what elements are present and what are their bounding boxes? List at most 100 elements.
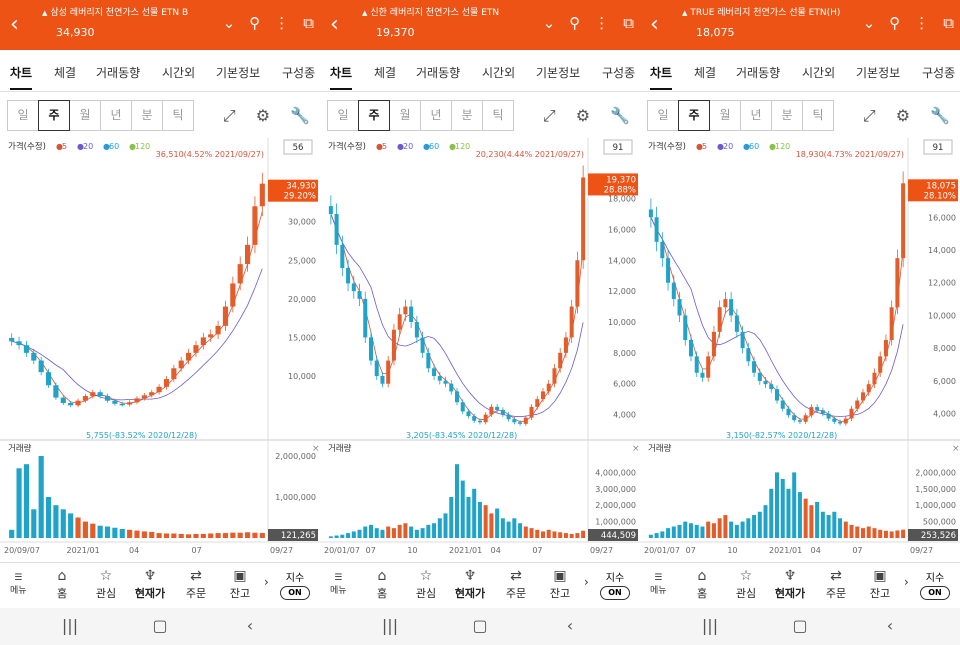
bottom-nav-item[interactable]: ⇄ 주문 [178, 567, 214, 601]
bottom-nav-item[interactable]: ⇄ 주문 [818, 567, 854, 601]
search-icon[interactable]: ⚲ [569, 14, 581, 32]
recent-apps-icon[interactable]: ||| [701, 616, 719, 635]
back-arrow-icon[interactable]: ‹ [330, 12, 339, 37]
tab-item[interactable]: 기본정보 [216, 66, 261, 80]
chevron-down-icon[interactable]: ⌄ [542, 14, 556, 32]
chevron-down-icon[interactable]: ⌄ [222, 14, 236, 32]
multi-window-icon[interactable]: ⧉ [623, 14, 634, 32]
stock-title[interactable]: ▲ 신한 레버리지 천연가스 선물 ETN [362, 8, 522, 19]
period-button[interactable]: 주 [678, 100, 710, 131]
tab-item[interactable]: 구성종 [602, 66, 636, 80]
bottom-nav-item[interactable]: ⇄ 주문 [498, 567, 534, 601]
home-icon[interactable]: ▢ [152, 616, 168, 635]
index-on-badge[interactable]: ON [600, 586, 630, 600]
bottom-nav-item[interactable]: ♆ 현재가 [772, 567, 808, 601]
index-toggle[interactable]: 지수 ON [280, 569, 310, 600]
period-button[interactable]: 일 [327, 100, 359, 131]
period-button[interactable]: 일 [7, 100, 39, 131]
chevron-down-icon[interactable]: ⌄ [862, 14, 876, 32]
expand-icon[interactable]: ⤢ [542, 106, 556, 125]
back-icon[interactable]: ‹ [246, 616, 254, 635]
period-button[interactable]: 분 [771, 100, 803, 131]
back-arrow-icon[interactable]: ‹ [650, 12, 659, 37]
period-button[interactable]: 년 [100, 100, 132, 131]
period-button[interactable]: 월 [709, 100, 741, 131]
menu-button[interactable]: ☰ 메뉴 [650, 573, 667, 596]
tab-item[interactable]: 체결 [54, 66, 77, 80]
bottom-nav-item[interactable]: ☆ 관심 [88, 567, 124, 601]
gear-icon[interactable]: ⚙ [895, 106, 911, 125]
home-icon[interactable]: ▢ [472, 616, 488, 635]
multi-window-icon[interactable]: ⧉ [943, 14, 954, 32]
period-button[interactable]: 월 [389, 100, 421, 131]
index-on-badge[interactable]: ON [280, 586, 310, 600]
tab-item[interactable]: 시간외 [802, 66, 836, 80]
period-button[interactable]: 년 [740, 100, 772, 131]
bottom-nav-item[interactable]: ⌂ 홈 [364, 567, 400, 601]
more-icon[interactable]: ⋮ [594, 14, 610, 32]
menu-button[interactable]: ☰ 메뉴 [330, 573, 347, 596]
recent-apps-icon[interactable]: ||| [61, 616, 79, 635]
period-button[interactable]: 틱 [482, 100, 514, 131]
bottom-nav-item[interactable]: ☆ 관심 [408, 567, 444, 601]
back-icon[interactable]: ‹ [886, 616, 894, 635]
tab-item[interactable]: 거래동향 [416, 66, 461, 80]
tab-item[interactable]: 차트 [330, 66, 353, 90]
bottom-nav-item[interactable]: ⌂ 홈 [44, 567, 80, 601]
tab-item[interactable]: 기본정보 [536, 66, 581, 80]
chevron-right-icon[interactable]: › [904, 575, 909, 589]
wrench-icon[interactable]: 🔧 [610, 106, 630, 125]
search-icon[interactable]: ⚲ [249, 14, 261, 32]
home-icon[interactable]: ▢ [792, 616, 808, 635]
bottom-nav-item[interactable]: ▣ 잔고 [222, 567, 258, 601]
wrench-icon[interactable]: 🔧 [930, 106, 950, 125]
bottom-nav-item[interactable]: ▣ 잔고 [862, 567, 898, 601]
tab-item[interactable]: 시간외 [162, 66, 196, 80]
period-button[interactable]: 주 [358, 100, 390, 131]
more-icon[interactable]: ⋮ [274, 14, 290, 32]
more-icon[interactable]: ⋮ [914, 14, 930, 32]
back-arrow-icon[interactable]: ‹ [10, 12, 19, 37]
expand-icon[interactable]: ⤢ [222, 106, 236, 125]
period-button[interactable]: 틱 [162, 100, 194, 131]
gear-icon[interactable]: ⚙ [575, 106, 591, 125]
menu-button[interactable]: ☰ 메뉴 [10, 573, 27, 596]
period-button[interactable]: 일 [647, 100, 679, 131]
tab-item[interactable]: 거래동향 [96, 66, 141, 80]
bottom-nav-item[interactable]: ▣ 잔고 [542, 567, 578, 601]
tab-item[interactable]: 체결 [694, 66, 717, 80]
index-toggle[interactable]: 지수 ON [600, 569, 630, 600]
index-toggle[interactable]: 지수 ON [920, 569, 950, 600]
bottom-nav-item[interactable]: ♆ 현재가 [452, 567, 488, 601]
recent-apps-icon[interactable]: ||| [381, 616, 399, 635]
period-button[interactable]: 월 [69, 100, 101, 131]
period-button[interactable]: 분 [131, 100, 163, 131]
chevron-right-icon[interactable]: › [584, 575, 589, 589]
period-button[interactable]: 틱 [802, 100, 834, 131]
gear-icon[interactable]: ⚙ [255, 106, 271, 125]
tab-item[interactable]: 차트 [10, 66, 33, 90]
tab-item[interactable]: 시간외 [482, 66, 516, 80]
period-button[interactable]: 년 [420, 100, 452, 131]
period-button[interactable]: 분 [451, 100, 483, 131]
tab-item[interactable]: 거래동향 [736, 66, 781, 80]
period-button[interactable]: 주 [38, 100, 70, 131]
tab-item[interactable]: 구성종 [282, 66, 316, 80]
bottom-nav-item[interactable]: ☆ 관심 [728, 567, 764, 601]
stock-title[interactable]: ▲ TRUE 레버리지 천연가스 선물 ETN(H) [682, 8, 842, 19]
expand-icon[interactable]: ⤢ [862, 106, 876, 125]
bottom-nav-item[interactable]: ⌂ 홈 [684, 567, 720, 601]
tab-item[interactable]: 기본정보 [856, 66, 901, 80]
tab-item[interactable]: 구성종 [922, 66, 956, 80]
stock-title[interactable]: ▲ 삼성 레버리지 천연가스 선물 ETN B [42, 8, 202, 19]
index-on-badge[interactable]: ON [920, 586, 950, 600]
tab-item[interactable]: 체결 [374, 66, 397, 80]
back-icon[interactable]: ‹ [566, 616, 574, 635]
tab-item[interactable]: 차트 [650, 66, 673, 90]
search-icon[interactable]: ⚲ [889, 14, 901, 32]
bottom-nav-item[interactable]: ♆ 현재가 [132, 567, 168, 601]
multi-window-icon[interactable]: ⧉ [303, 14, 314, 32]
